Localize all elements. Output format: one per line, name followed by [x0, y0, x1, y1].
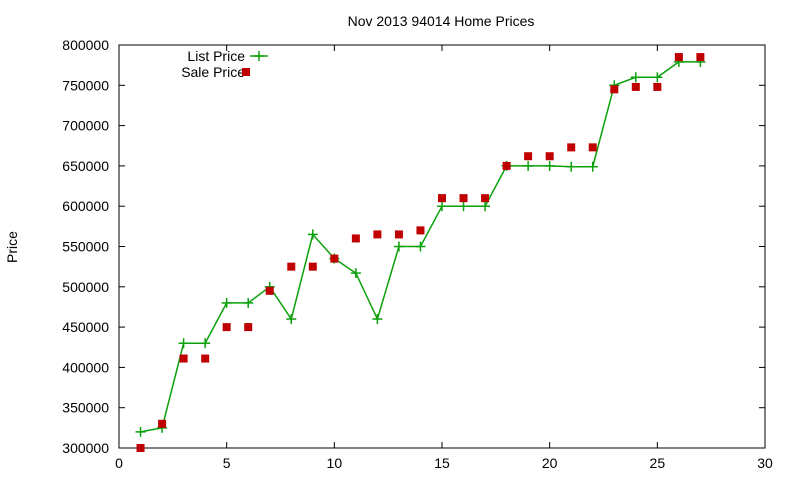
list-price-point [415, 241, 426, 252]
list-price-point [458, 201, 469, 212]
sale-price-point [179, 354, 188, 363]
y-tick-label: 650000 [62, 158, 109, 174]
sale-price-point [265, 286, 274, 295]
chart-title: Nov 2013 94014 Home Prices [348, 13, 535, 29]
y-tick-label: 300000 [62, 440, 109, 456]
y-tick-label: 400000 [62, 359, 109, 375]
y-axis-label: Price [4, 231, 20, 263]
sale-price-point [287, 262, 296, 271]
legend-label: List Price [187, 48, 245, 64]
list-price-point [243, 297, 254, 308]
sale-price-point [459, 194, 468, 203]
legend-label: Sale Price [181, 64, 245, 80]
list-price-point [652, 72, 663, 83]
list-price-point [523, 160, 534, 171]
x-tick-label: 0 [115, 455, 123, 471]
sale-price-point [674, 53, 683, 62]
sale-price-point [631, 82, 640, 91]
sale-price-point [502, 161, 511, 170]
x-tick-label: 5 [223, 455, 231, 471]
list-price-point [630, 72, 641, 83]
sale-price-point [416, 226, 425, 235]
list-price-point [307, 229, 318, 240]
plot-frame [118, 44, 766, 449]
list-price-point [200, 338, 211, 349]
sale-price-point [696, 53, 705, 62]
list-price-point [135, 426, 146, 437]
sale-price-point [158, 419, 167, 428]
x-tick-label: 15 [434, 455, 450, 471]
sale-price-point [136, 444, 145, 452]
sale-price-point [610, 85, 619, 94]
series-0 [135, 56, 706, 437]
sale-price-point [545, 152, 554, 161]
sale-price-point [308, 262, 317, 271]
list-price-point [587, 161, 598, 172]
sale-price-point [351, 234, 360, 243]
sale-price-point [588, 143, 597, 152]
legend-plus-marker [254, 51, 264, 61]
sale-price-point [653, 82, 662, 91]
sale-price-point [481, 194, 490, 203]
x-tick-label: 25 [650, 455, 666, 471]
list-price-point [178, 338, 189, 349]
sale-price-point [524, 152, 533, 161]
tick-group: 0 5 10 15 20 25 30 300000 350000 400000 450000 5000… [62, 37, 773, 471]
series-1 [136, 53, 705, 452]
y-tick-label: 700000 [62, 118, 109, 134]
list-price-point [437, 201, 447, 212]
x-tick-label: 20 [542, 455, 558, 471]
series-layer [135, 53, 706, 452]
y-tick-label: 600000 [62, 198, 109, 214]
sale-price-point [330, 254, 339, 263]
list-price-point [372, 314, 383, 325]
sale-price-point [201, 354, 210, 363]
list-price-point [480, 201, 491, 212]
y-tick-label: 800000 [62, 37, 109, 53]
y-tick-label: 500000 [62, 279, 109, 295]
sale-price-point [438, 194, 446, 203]
list-price-point [350, 268, 361, 279]
list-price-point [544, 160, 555, 171]
sale-price-point [394, 230, 403, 239]
x-tick-label: 10 [327, 455, 343, 471]
y-tick-label: 350000 [62, 400, 109, 416]
x-tick-label: 30 [757, 455, 773, 471]
sale-price-point [244, 323, 253, 332]
sale-price-point [373, 230, 382, 239]
list-price-point [566, 161, 577, 172]
sale-price-point [222, 323, 231, 332]
y-tick-label: 550000 [62, 239, 109, 255]
list-price-point [221, 297, 232, 308]
list-price-point [286, 314, 297, 325]
list-price-point [393, 241, 404, 252]
legend-square-marker [242, 68, 250, 76]
y-tick-label: 450000 [62, 319, 109, 335]
y-tick-label: 750000 [62, 77, 109, 93]
sale-price-point [567, 143, 576, 152]
